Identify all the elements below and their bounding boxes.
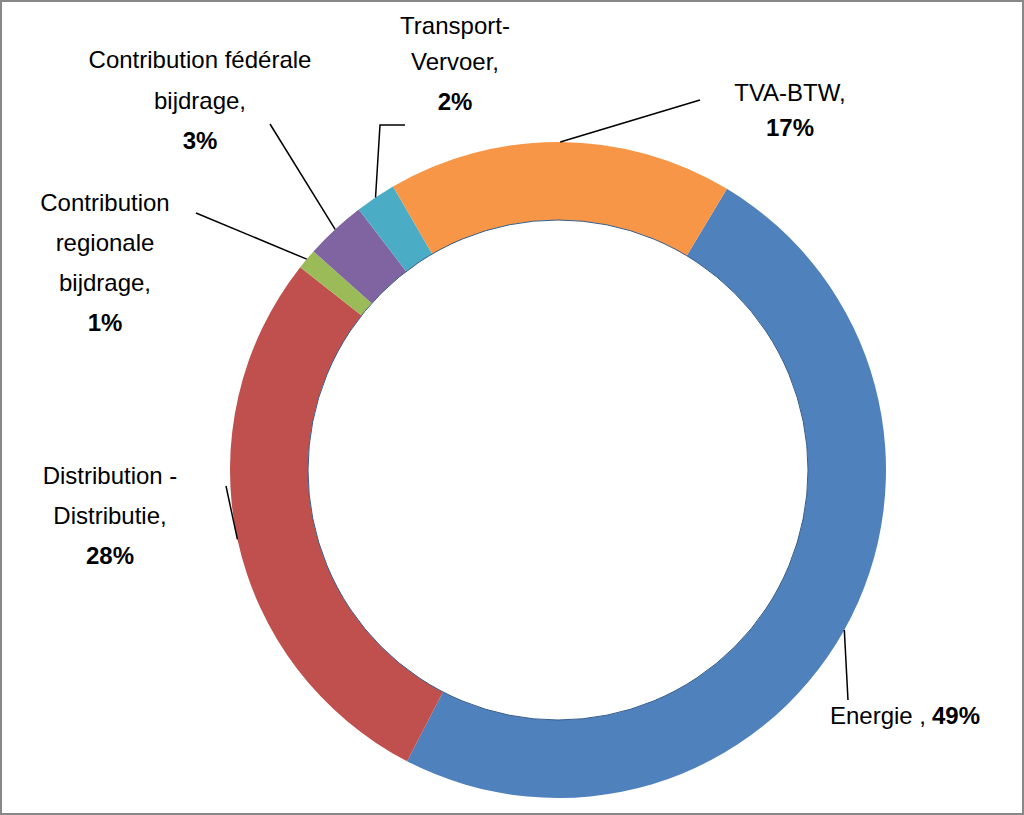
inner-edge [308,220,808,720]
leader-line [226,486,237,539]
value-label: 49% [932,702,980,729]
category-label: Distribution -Distributie, [43,462,178,529]
leader-line [560,100,700,142]
value-label: 28% [86,542,134,569]
value-label: 2% [438,88,473,115]
chart-frame [1,1,1023,814]
value-label: 17% [766,114,814,141]
category-label: Contribution fédéralebijdrage, [89,46,312,114]
slice [393,142,727,256]
slices [230,142,886,798]
slice [230,267,443,761]
leader-line [196,213,307,259]
leader-line [270,124,335,229]
category-label: TVA-BTW, [734,79,846,106]
category-label: Energie , [830,702,926,729]
labels: Energie ,49% Distribution -Distributie, 28… [40,12,980,729]
leader-line [376,125,405,197]
leader-lines [196,100,848,700]
chart-svg: Energie ,49% Distribution -Distributie, 28… [0,0,1024,815]
category-label: Transport-Vervoer, [400,12,510,75]
leader-line [844,630,848,700]
slice [407,189,886,798]
value-label: 1% [88,309,123,336]
value-label: 3% [183,127,218,154]
category-label: Contributionregionalebijdrage, [40,189,169,296]
